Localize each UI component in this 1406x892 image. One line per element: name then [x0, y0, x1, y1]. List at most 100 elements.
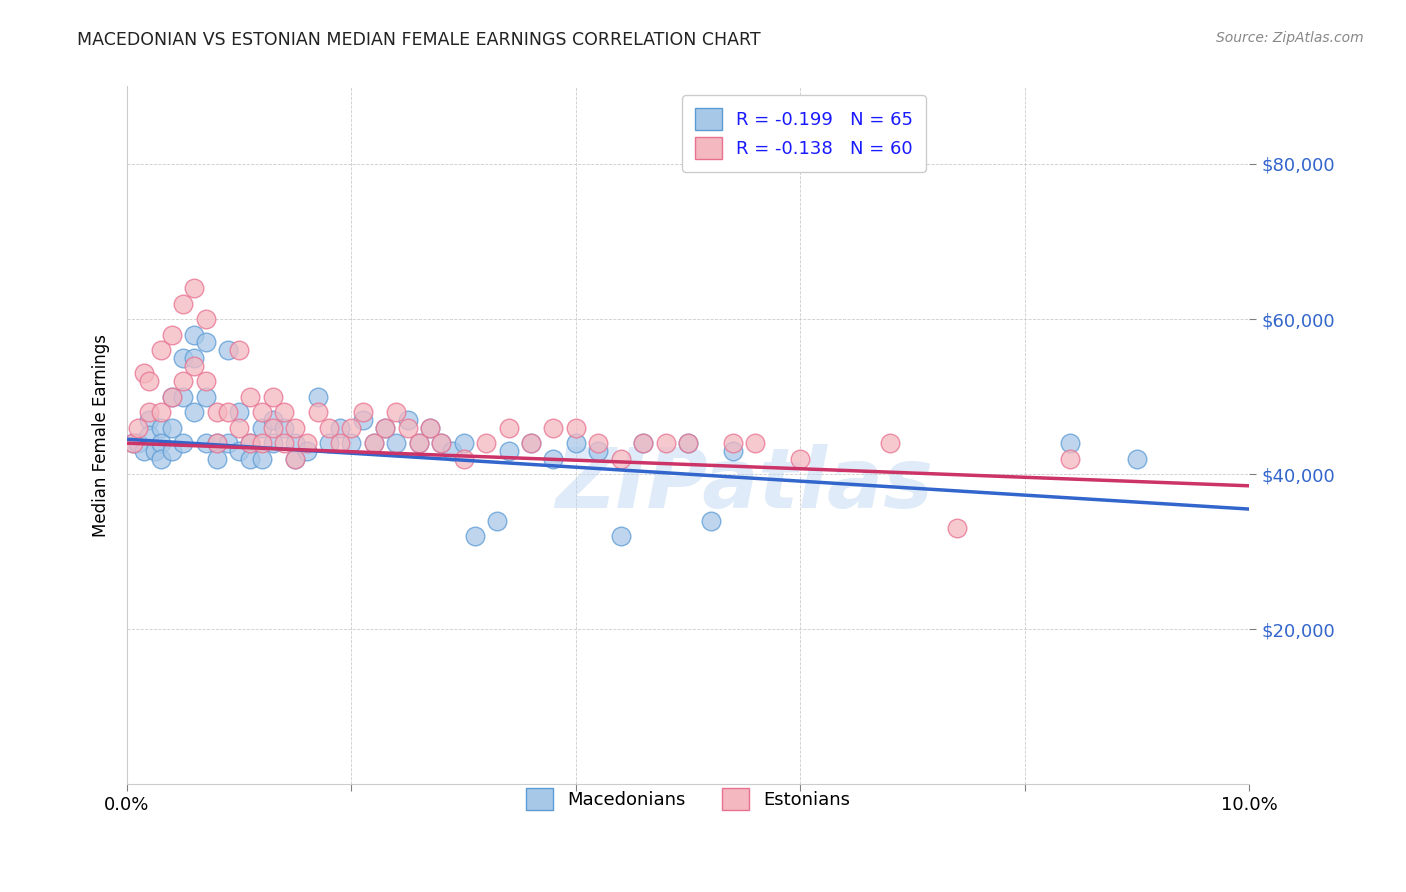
Point — [374, 420, 396, 434]
Point — [329, 420, 352, 434]
Point — [654, 436, 676, 450]
Point — [329, 436, 352, 450]
Point — [183, 327, 205, 342]
Point — [464, 529, 486, 543]
Point — [172, 390, 194, 404]
Point — [396, 413, 419, 427]
Point — [385, 405, 408, 419]
Point — [194, 436, 217, 450]
Point — [486, 514, 509, 528]
Point — [127, 420, 149, 434]
Point — [228, 343, 250, 357]
Point — [183, 351, 205, 365]
Point — [352, 405, 374, 419]
Point — [138, 413, 160, 427]
Point — [453, 451, 475, 466]
Point — [340, 436, 363, 450]
Point — [565, 436, 588, 450]
Point — [121, 436, 143, 450]
Point — [610, 529, 633, 543]
Point — [262, 390, 284, 404]
Point — [217, 405, 239, 419]
Point — [419, 420, 441, 434]
Point — [121, 436, 143, 450]
Point — [239, 436, 262, 450]
Point — [430, 436, 453, 450]
Point — [363, 436, 385, 450]
Point — [194, 312, 217, 326]
Point — [419, 420, 441, 434]
Point — [250, 451, 273, 466]
Point — [250, 420, 273, 434]
Point — [588, 436, 610, 450]
Point — [430, 436, 453, 450]
Point — [228, 420, 250, 434]
Point — [149, 420, 172, 434]
Point — [205, 436, 228, 450]
Point — [172, 351, 194, 365]
Point — [676, 436, 699, 450]
Point — [1126, 451, 1149, 466]
Point — [127, 436, 149, 450]
Point — [543, 451, 565, 466]
Point — [284, 420, 307, 434]
Text: ZIPatlas: ZIPatlas — [555, 443, 934, 524]
Point — [284, 436, 307, 450]
Point — [205, 436, 228, 450]
Point — [262, 436, 284, 450]
Point — [631, 436, 654, 450]
Point — [138, 428, 160, 442]
Text: MACEDONIAN VS ESTONIAN MEDIAN FEMALE EARNINGS CORRELATION CHART: MACEDONIAN VS ESTONIAN MEDIAN FEMALE EAR… — [77, 31, 761, 49]
Point — [228, 405, 250, 419]
Point — [262, 413, 284, 427]
Point — [676, 436, 699, 450]
Point — [441, 444, 464, 458]
Point — [239, 436, 262, 450]
Point — [408, 436, 430, 450]
Point — [1059, 436, 1081, 450]
Point — [946, 521, 969, 535]
Point — [352, 413, 374, 427]
Point — [194, 335, 217, 350]
Point — [475, 436, 498, 450]
Point — [374, 420, 396, 434]
Text: Source: ZipAtlas.com: Source: ZipAtlas.com — [1216, 31, 1364, 45]
Point — [307, 390, 329, 404]
Point — [239, 451, 262, 466]
Point — [149, 436, 172, 450]
Point — [318, 436, 340, 450]
Point — [721, 444, 744, 458]
Point — [498, 420, 520, 434]
Point — [385, 436, 408, 450]
Point — [138, 405, 160, 419]
Point — [565, 420, 588, 434]
Point — [160, 420, 183, 434]
Point — [520, 436, 543, 450]
Point — [138, 374, 160, 388]
Point — [273, 420, 295, 434]
Point — [520, 436, 543, 450]
Point — [205, 451, 228, 466]
Point — [183, 359, 205, 373]
Legend: Macedonians, Estonians: Macedonians, Estonians — [512, 773, 865, 824]
Point — [363, 436, 385, 450]
Point — [149, 451, 172, 466]
Point — [273, 436, 295, 450]
Point — [408, 436, 430, 450]
Point — [228, 444, 250, 458]
Point — [172, 436, 194, 450]
Point — [149, 405, 172, 419]
Point — [250, 436, 273, 450]
Point — [132, 367, 155, 381]
Point — [273, 405, 295, 419]
Point — [160, 327, 183, 342]
Point — [172, 296, 194, 310]
Point — [543, 420, 565, 434]
Point — [631, 436, 654, 450]
Point — [396, 420, 419, 434]
Point — [160, 390, 183, 404]
Point — [217, 436, 239, 450]
Point — [183, 405, 205, 419]
Y-axis label: Median Female Earnings: Median Female Earnings — [93, 334, 110, 537]
Point — [194, 390, 217, 404]
